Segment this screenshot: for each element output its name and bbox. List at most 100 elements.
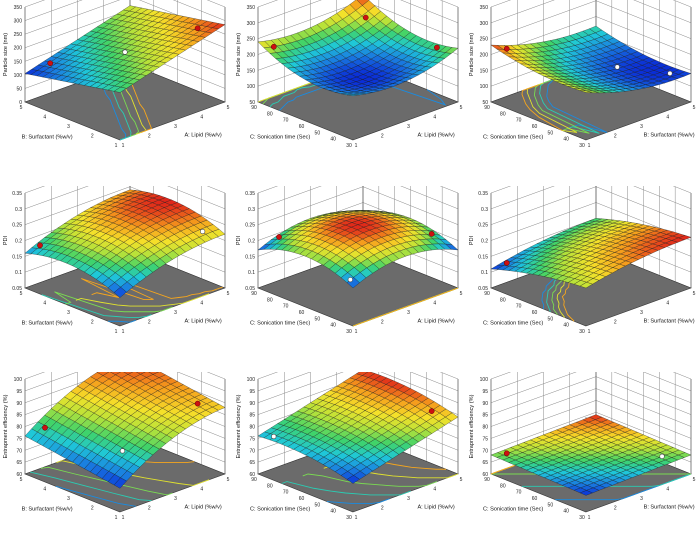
design-point [194,25,201,32]
gridline [24,186,226,210]
x-tick-label: 5 [227,477,230,483]
z-tick-label: 60 [249,472,255,478]
z-tick-label: 0.3 [481,207,488,213]
tick-labels: 50 100 150 200 250 300 350 1 2 3 4 5 30 40 50 60 70 80 90 [480,5,696,149]
x-tick-label: 3 [407,310,410,316]
z-tick-label: 50 [16,86,22,92]
tick-labels: 0.05 0.1 0.15 0.2 0.25 0.3 0.35 1 2 3 4 5 1 2 3 4 5 [12,191,229,335]
x-tick-label: 2 [381,506,384,512]
tick-labels: 60 65 70 75 80 85 90 95 100 1 2 3 4 5 30 40 50 60 70 80 90 [480,377,696,521]
surface-cell [445,412,459,422]
gridline [490,372,692,380]
y-tick-label: 50 [315,130,321,136]
axis-labels: A: Lipid (%w/v) C: Sonication time (Sec) P… [236,235,455,326]
chart-svg: 501001502002503003501234530405060708090B… [469,0,696,149]
x-tick-label: 4 [433,301,436,307]
x-axis-label: A: Lipid (%w/v) [417,318,454,324]
y-tick-label: 30 [579,515,585,521]
design-point [362,14,369,21]
x-tick-label: 1 [588,515,591,521]
y-tick-label: 80 [500,111,506,117]
y-tick-label: 2 [91,506,94,512]
contour-line [108,319,136,323]
design-point [270,43,277,50]
design-points [47,25,201,67]
design-points [37,228,206,249]
z-axis-label: PDI [469,235,475,245]
response-surface [24,5,226,93]
x-tick-label: 4 [433,487,436,493]
x-tick-label: 3 [407,496,410,502]
surface-plot-1: 0 50 100 150 200 250 300 350 1 2 3 4 5 1 2 3 4 5 A: Lipid … [0,0,233,186]
y-axis-label: B: Surfactant (%w/v) [22,506,73,512]
z-tick-label: 350 [247,5,256,11]
z-tick-label: 300 [247,21,256,27]
surface-cell [678,235,692,240]
z-tick-label: 0.3 [15,207,22,213]
y-tick-label: 50 [548,130,554,136]
design-point [47,60,54,67]
response-surface [490,414,692,496]
response-surface [24,189,226,298]
design-points [270,14,440,51]
y-tick-label: 40 [330,137,336,143]
y-tick-label: 3 [67,124,70,130]
y-tick-label: 60 [532,124,538,130]
y-tick-label: 50 [548,316,554,322]
z-tick-label: 70 [482,448,488,454]
x-tick-label: 3 [174,124,177,130]
x-tick-label: 5 [693,291,696,297]
z-tick-label: 100 [14,377,23,383]
y-tick-label: 90 [484,291,490,297]
y-tick-label: 70 [516,490,522,496]
y-tick-label: 70 [516,304,522,310]
y-tick-label: 60 [299,496,305,502]
axis-labels: B: Surfactant (%w/v) C: Sonication time (… [469,394,695,512]
y-tick-label: 90 [484,105,490,111]
z-tick-label: 90 [16,401,22,407]
z-tick-label: 150 [480,68,489,74]
y-axis-label: C: Sonication time (Sec) [250,320,310,326]
y-tick-label: 80 [500,297,506,303]
y-tick-label: 60 [299,310,305,316]
z-tick-label: 75 [16,436,22,442]
x-tick-label: 2 [381,320,384,326]
y-tick-label: 80 [267,297,273,303]
z-tick-label: 250 [14,32,23,38]
z-tick-label: 80 [482,425,488,431]
y-tick-label: 90 [251,105,257,111]
y-tick-label: 2 [91,134,94,140]
design-point [200,228,206,235]
z-tick-label: 0.2 [15,239,22,245]
surface-plot-5: 0.05 0.1 0.15 0.2 0.25 0.3 0.35 1 2 3 4 5 30 40 50 60 70… [233,186,466,372]
y-tick-label: 80 [500,483,506,489]
contour-line [41,294,152,318]
response-surface [490,218,692,289]
y-tick-label: 40 [330,323,336,329]
z-tick-label: 0.35 [245,191,255,197]
y-axis-label: C: Sonication time (Sec) [250,506,310,512]
response-surface [257,372,459,484]
surface-plot-7: 60 65 70 75 80 85 90 95 100 1 2 3 4 5 1 2 3 4 5 A: Lipid (%… [0,372,233,558]
gridline [257,186,459,194]
axis-labels: B: Surfactant (%w/v) C: Sonication time (… [469,235,695,326]
x-tick-label: 3 [174,496,177,502]
z-tick-label: 0.05 [478,286,488,292]
chart-svg: 0.05 0.1 0.15 0.2 0.25 0.3 0.35 1 2 3 4 5 30 40 50 60 70… [236,186,463,335]
contour-line [30,471,152,502]
x-tick-label: 2 [614,320,617,326]
axis-labels: B: Surfactant (%w/v) C: Sonication time (… [469,33,695,141]
z-tick-label: 0.05 [12,286,22,292]
z-tick-label: 95 [249,389,255,395]
y-axis-label: C: Sonication time (Sec) [483,134,543,140]
y-tick-label: 4 [43,115,46,121]
y-tick-label: 70 [283,304,289,310]
z-tick-label: 300 [480,21,489,27]
y-tick-label: 30 [579,143,585,149]
z-tick-label: 65 [249,460,255,466]
z-tick-label: 80 [249,425,255,431]
y-tick-label: 5 [20,105,23,111]
x-tick-label: 5 [460,105,463,111]
design-point [37,242,43,249]
y-tick-label: 4 [43,301,46,307]
